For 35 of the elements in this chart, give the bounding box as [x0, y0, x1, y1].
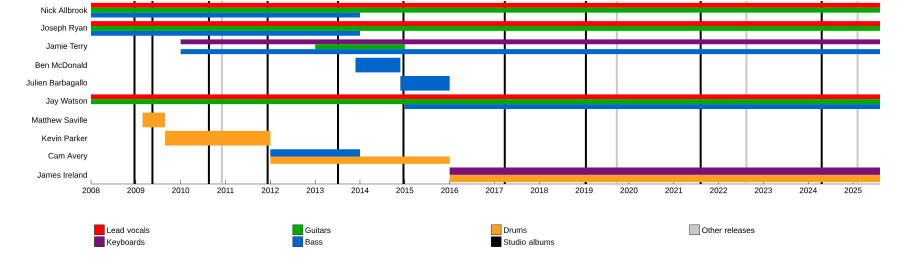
legend-label: Studio albums — [504, 239, 554, 245]
y-tick-label: James Ireland — [37, 172, 87, 178]
x-tick-label: 2009 — [127, 188, 144, 194]
y-tick-label: Cam Avery — [48, 152, 88, 160]
y-tick-label: Joseph Ryan — [40, 24, 87, 32]
y-tick-label: Nick Allbrook — [41, 7, 88, 14]
x-tick-label: 2025 — [844, 188, 862, 194]
x-tick-label: 2022 — [710, 188, 728, 194]
y-tick-label: Kevin Parker — [42, 135, 88, 142]
x-tick-label: 2023 — [754, 188, 772, 194]
y-tick-label: Matthew Saville — [32, 117, 88, 123]
legend-label: Lead vocals — [107, 227, 150, 234]
y-tick-label: Jay Watson — [46, 98, 87, 106]
x-tick-label: 2010 — [172, 188, 190, 194]
x-tick-label: 2019 — [576, 188, 593, 194]
legend-label: Other releases — [702, 227, 754, 234]
x-tick-label: 2017 — [486, 188, 503, 194]
x-tick-label: 2008 — [82, 188, 100, 194]
y-tick-label: Ben McDonald — [36, 62, 87, 68]
legend-label: Drums — [504, 227, 527, 233]
y-tick-label: Jamie Terry — [46, 43, 88, 50]
x-tick-label: 2011 — [217, 188, 234, 194]
y-tick-label: Julien Barbagallo — [26, 80, 88, 88]
x-tick-label: 2016 — [441, 188, 458, 194]
x-tick-label: 2013 — [306, 188, 324, 194]
legend-label: Bass — [306, 239, 323, 245]
legend-label: Keyboards — [107, 239, 145, 246]
x-tick-label: 2014 — [351, 188, 369, 194]
legend-label: Guitars — [305, 227, 331, 234]
x-tick-label: 2015 — [396, 188, 414, 194]
x-tick-label: 2012 — [262, 188, 279, 194]
x-tick-label: 2018 — [530, 188, 548, 194]
x-tick-label: 2024 — [800, 188, 817, 194]
x-tick-label: 2021 — [665, 188, 682, 194]
x-tick-label: 2020 — [620, 188, 638, 194]
